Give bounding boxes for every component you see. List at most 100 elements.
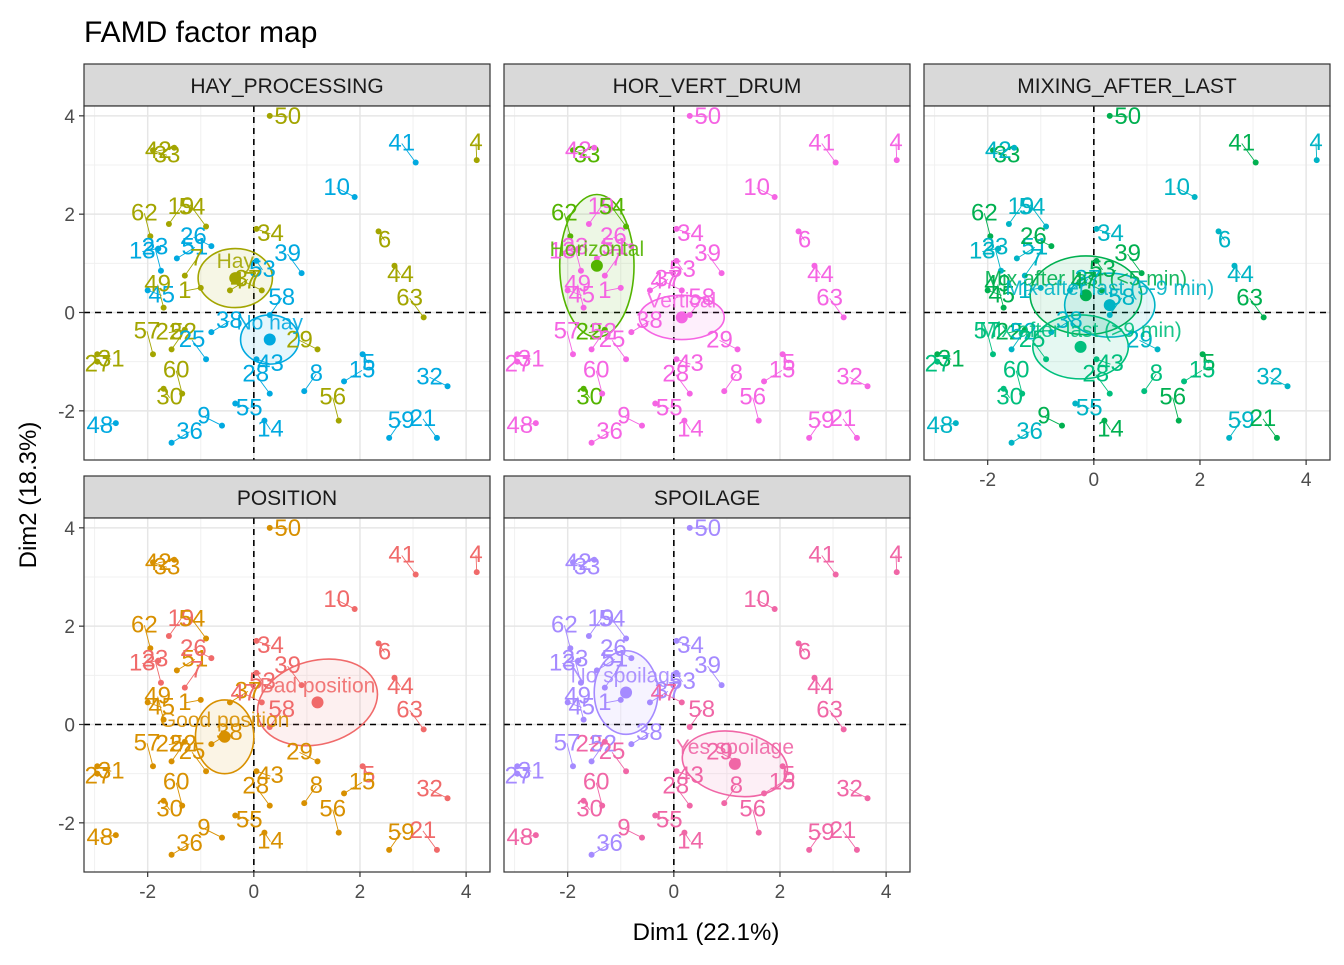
point-label-57: 57 bbox=[974, 317, 1001, 344]
label-leader bbox=[193, 648, 212, 659]
point-label-44: 44 bbox=[807, 261, 834, 288]
label-leader bbox=[191, 619, 207, 639]
point-23 bbox=[157, 679, 164, 686]
label-leader bbox=[842, 418, 858, 439]
point-36 bbox=[588, 439, 595, 446]
point-55 bbox=[232, 812, 239, 819]
point-8 bbox=[301, 800, 308, 807]
point-42 bbox=[171, 144, 178, 151]
point-41 bbox=[1252, 159, 1259, 166]
point-28 bbox=[686, 802, 693, 809]
point-51 bbox=[593, 255, 600, 262]
point-label-34: 34 bbox=[257, 632, 284, 659]
point-label-14: 14 bbox=[257, 828, 284, 855]
point-label-60: 60 bbox=[583, 769, 610, 796]
label-leader bbox=[829, 298, 845, 318]
point-45 bbox=[564, 287, 571, 294]
point-10 bbox=[351, 605, 358, 612]
point-63 bbox=[420, 314, 427, 321]
point-53 bbox=[1093, 257, 1100, 264]
point-label-19: 19 bbox=[1008, 193, 1035, 220]
point-10 bbox=[1191, 193, 1198, 200]
label-leader bbox=[1011, 431, 1030, 444]
label-leader bbox=[409, 298, 425, 318]
label-leader bbox=[146, 331, 154, 355]
point-label-47: 47 bbox=[650, 267, 677, 294]
point-label-26: 26 bbox=[600, 223, 627, 250]
point-4 bbox=[893, 157, 900, 164]
label-leader bbox=[596, 659, 616, 671]
x-tick-label: 0 bbox=[249, 882, 260, 903]
point-9 bbox=[638, 422, 645, 429]
label-leader bbox=[1016, 247, 1036, 259]
point-label-55: 55 bbox=[1076, 394, 1103, 421]
label-leader bbox=[193, 236, 212, 247]
y-tick-label: -2 bbox=[58, 402, 75, 423]
y-tick-label: 4 bbox=[64, 519, 75, 540]
point-1 bbox=[197, 284, 204, 291]
point-33 bbox=[569, 147, 576, 154]
point-label-1: 1 bbox=[598, 689, 611, 716]
facet-strip bbox=[503, 475, 911, 519]
point-label-32: 32 bbox=[836, 363, 863, 390]
label-leader bbox=[611, 619, 627, 639]
point-label-44: 44 bbox=[1227, 261, 1254, 288]
point-label-27: 27 bbox=[85, 351, 112, 378]
point-label-15: 15 bbox=[1189, 356, 1216, 383]
label-leader bbox=[269, 709, 283, 728]
point-label-31: 31 bbox=[518, 345, 545, 372]
label-leader bbox=[631, 320, 650, 333]
y-tick-label: 2 bbox=[64, 205, 75, 226]
point-label-27: 27 bbox=[505, 763, 532, 790]
point-28 bbox=[1106, 390, 1113, 397]
point-54 bbox=[203, 223, 210, 230]
point-51 bbox=[1013, 255, 1020, 262]
point-label-60: 60 bbox=[163, 769, 190, 796]
label-leader bbox=[1176, 187, 1195, 198]
point-label-26: 26 bbox=[1020, 223, 1047, 250]
point-label-36: 36 bbox=[596, 830, 623, 857]
point-55 bbox=[232, 400, 239, 407]
panel-border bbox=[503, 105, 911, 461]
point-44 bbox=[391, 262, 398, 269]
point-58 bbox=[686, 723, 693, 730]
label-leader bbox=[566, 743, 574, 767]
point-58 bbox=[1106, 311, 1113, 318]
point-10 bbox=[771, 193, 778, 200]
label-leader bbox=[1083, 280, 1102, 291]
point-label-28: 28 bbox=[662, 773, 689, 800]
point-label-13: 13 bbox=[969, 238, 996, 265]
point-59 bbox=[1226, 434, 1233, 441]
label-leader bbox=[707, 253, 722, 274]
point-29 bbox=[1154, 346, 1161, 353]
facet-strip bbox=[83, 63, 491, 107]
level-label: Hay bbox=[217, 250, 255, 273]
point-42 bbox=[1011, 144, 1018, 151]
level-label: No spoilage bbox=[571, 665, 682, 688]
label-leader bbox=[1228, 420, 1242, 439]
point-label-10: 10 bbox=[323, 586, 350, 613]
point-label-10: 10 bbox=[743, 174, 770, 201]
point-5 bbox=[359, 351, 366, 358]
point-39 bbox=[718, 270, 725, 277]
label-leader bbox=[1011, 332, 1024, 350]
label-leader bbox=[1241, 143, 1257, 163]
point-1 bbox=[617, 284, 624, 291]
point-label-57: 57 bbox=[134, 729, 161, 756]
label-leader bbox=[596, 247, 616, 259]
point-label-42: 42 bbox=[145, 137, 172, 164]
point-label-58: 58 bbox=[268, 696, 295, 723]
label-leader bbox=[649, 690, 669, 703]
point-34 bbox=[1093, 225, 1100, 232]
point-7 bbox=[181, 272, 188, 279]
point-label-30: 30 bbox=[576, 384, 603, 411]
point-label-41: 41 bbox=[388, 130, 415, 157]
x-tick-label: -2 bbox=[559, 882, 576, 903]
point-label-30: 30 bbox=[996, 384, 1023, 411]
point-6 bbox=[375, 640, 382, 647]
centroid-hay bbox=[229, 272, 242, 285]
point-label-47: 47 bbox=[230, 679, 257, 706]
label-leader bbox=[663, 692, 682, 703]
